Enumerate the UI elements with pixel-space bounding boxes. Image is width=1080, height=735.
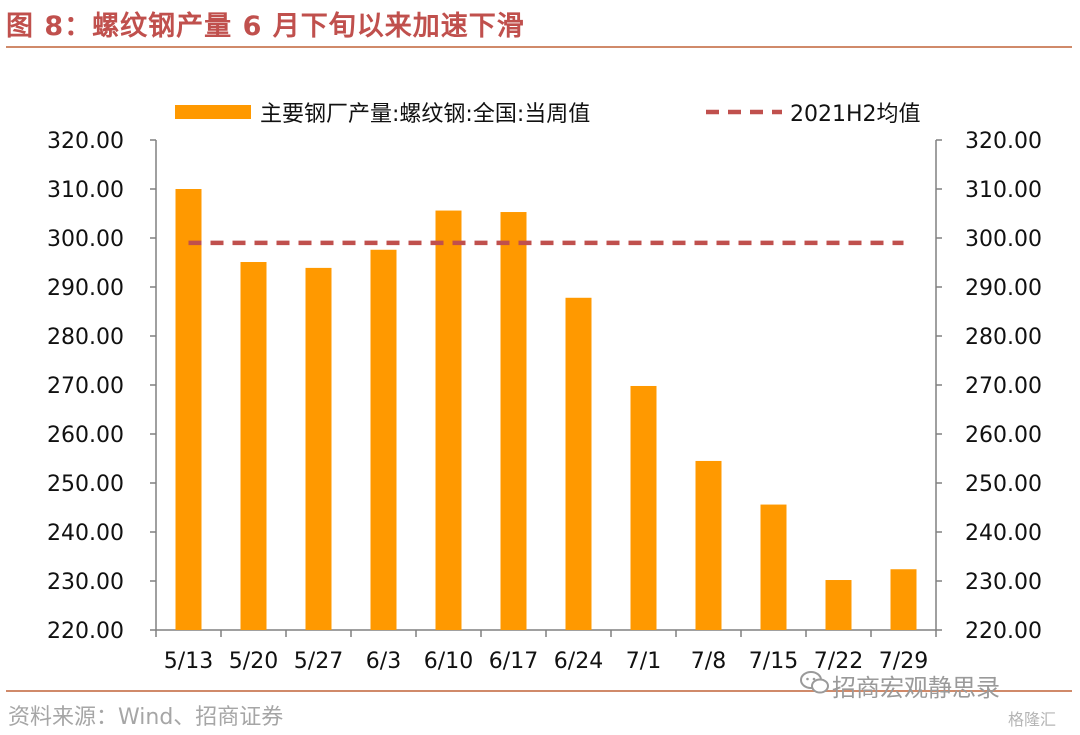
bar [630, 385, 657, 630]
y-tick-label-right: 230.00 [965, 570, 1042, 595]
x-tick-label: 7/15 [749, 649, 798, 674]
bar-series [175, 189, 917, 630]
y-tick-label-left: 310.00 [47, 178, 124, 203]
bar [825, 580, 852, 630]
x-tick-label: 5/13 [164, 649, 213, 674]
y-tick-label-right: 260.00 [965, 423, 1042, 448]
bar [435, 210, 462, 630]
watermark-small: 格隆汇 [1008, 710, 1057, 729]
y-tick-label-left: 230.00 [47, 570, 124, 595]
x-tick-label: 6/3 [366, 649, 401, 674]
x-tick-label: 6/10 [424, 649, 473, 674]
y-tick-label-right: 320.00 [965, 129, 1042, 154]
y-tick-label-right: 240.00 [965, 521, 1042, 546]
x-tick-label: 7/8 [691, 649, 726, 674]
x-tick-label: 5/20 [229, 649, 278, 674]
legend-label-production: 主要钢厂产量:螺纹钢:全国:当周值 [260, 102, 590, 127]
y-tick-label-right: 310.00 [965, 178, 1042, 203]
y-tick-label-left: 270.00 [47, 374, 124, 399]
y-tick-label-right: 220.00 [965, 619, 1042, 644]
y-tick-label-right: 250.00 [965, 472, 1042, 497]
y-tick-label-left: 250.00 [47, 472, 124, 497]
chart-legend: 主要钢厂产量:螺纹钢:全国:当周值 2021H2均值 [175, 102, 921, 127]
figure-title: 图 8：螺纹钢产量 6 月下旬以来加速下滑 [6, 11, 525, 42]
title-divider [6, 46, 1072, 48]
x-tick-label: 7/22 [814, 649, 863, 674]
bar [695, 460, 722, 630]
y-tick-label-left: 240.00 [47, 521, 124, 546]
bar [565, 297, 592, 630]
x-axis-labels: 5/13 5/20 5/27 6/3 6/10 6/17 6/24 7/1 7/8 7/15 7/2… [164, 649, 928, 674]
y-tick-label-left: 280.00 [47, 325, 124, 350]
y-tick-label-left: 260.00 [47, 423, 124, 448]
bar [240, 262, 267, 630]
y-tick-label-left: 300.00 [47, 227, 124, 252]
y-tick-label-right: 270.00 [965, 374, 1042, 399]
bar [175, 189, 202, 630]
bar-chart: 主要钢厂产量:螺纹钢:全国:当周值 2021H2均值 5/13 5/20 5/27 6… [47, 102, 1042, 674]
bar [890, 569, 917, 630]
bar [370, 249, 397, 630]
source-note: 资料来源：Wind、招商证券 [8, 705, 284, 730]
x-tick-label: 5/27 [294, 649, 343, 674]
bar [760, 504, 787, 630]
chart-axes [150, 139, 942, 637]
y-tick-label-right: 280.00 [965, 325, 1042, 350]
watermark-text: 招商宏观静思录 [832, 674, 1000, 702]
x-tick-label: 7/1 [626, 649, 661, 674]
legend-swatch-production [175, 105, 251, 119]
y-tick-label-left: 320.00 [47, 129, 124, 154]
y-tick-label-left: 290.00 [47, 276, 124, 301]
footer-divider [6, 690, 1072, 692]
x-tick-label: 6/24 [554, 649, 603, 674]
y-axis-labels: 220.00 220.00 230.00 230.00 240.00 240.00 250.… [47, 129, 1042, 644]
x-tick-label: 7/29 [879, 649, 928, 674]
y-tick-label-right: 290.00 [965, 276, 1042, 301]
bar [500, 212, 527, 630]
y-tick-label-right: 300.00 [965, 227, 1042, 252]
x-tick-label: 6/17 [489, 649, 538, 674]
legend-label-average: 2021H2均值 [790, 102, 921, 127]
wechat-icon [800, 671, 829, 694]
bar [305, 267, 332, 630]
y-tick-label-left: 220.00 [47, 619, 124, 644]
